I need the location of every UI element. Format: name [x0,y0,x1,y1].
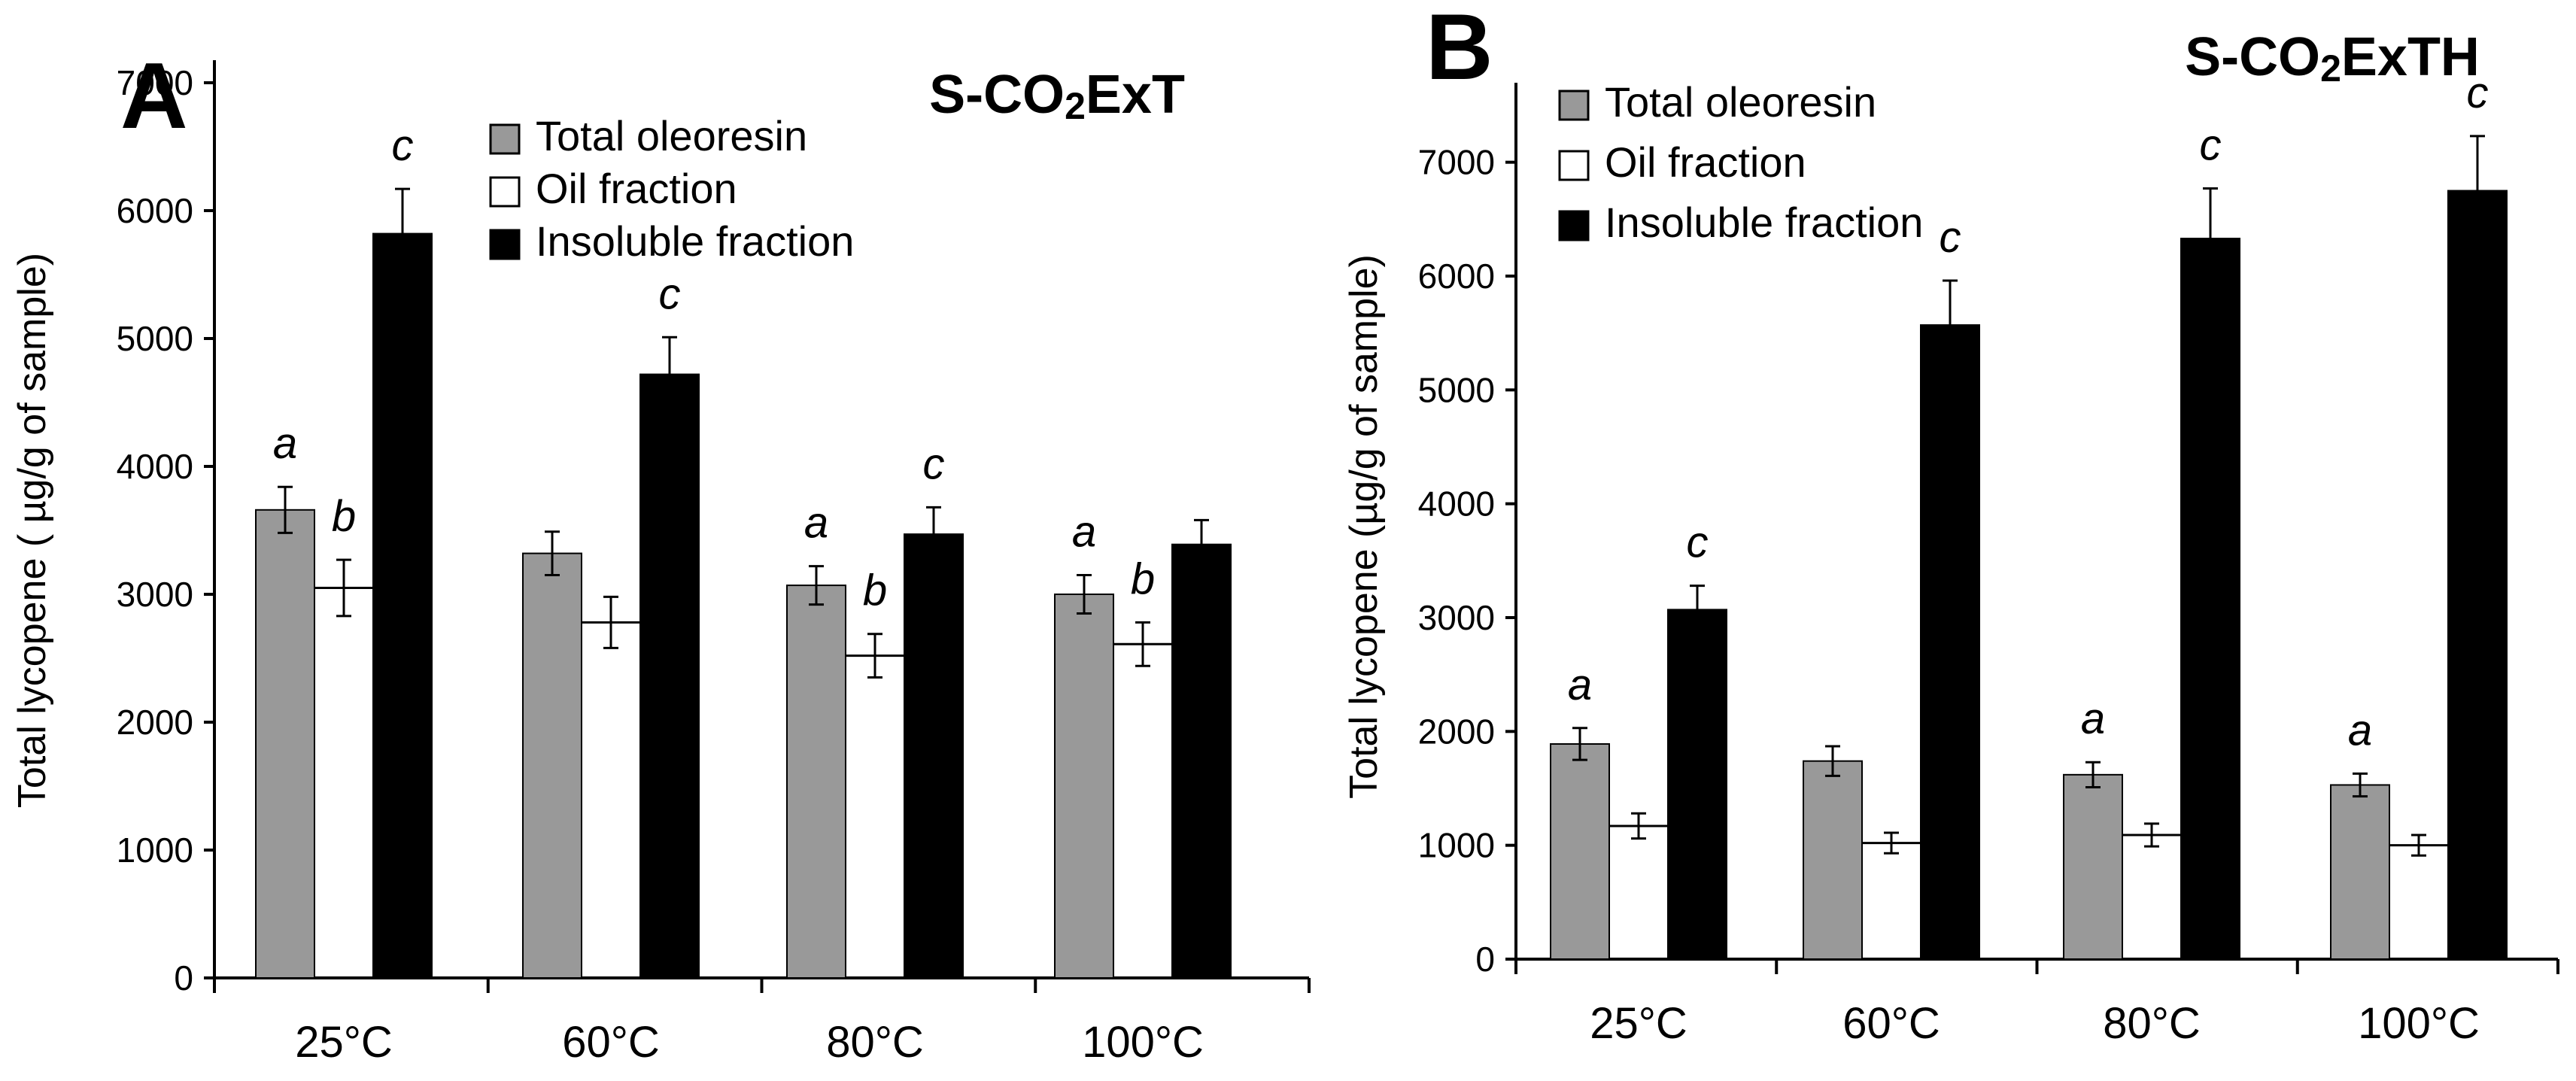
panel-a-y-tick-label: 4000 [117,447,193,486]
panel-a-y-tick-label: 5000 [117,319,193,358]
panel-b-bar-insoluble-fraction [2447,190,2508,960]
panel-b-significance-label: a [2081,694,2105,743]
panel-b-category-label: 25°C [1590,999,1687,1048]
panel-b-bar-total-oleoresin [2063,773,2123,960]
panel-a-legend-label: Insoluble fraction [536,217,854,265]
panel-a-y-tick-label: 3000 [117,575,193,614]
panel-a-significance-label: c [923,439,945,488]
panel-b-bar-total-oleoresin [2330,784,2390,960]
panel-a-bar-insoluble-fraction [372,232,433,979]
panel-a-significance-label: a [273,419,297,468]
panel-b-significance-label: c [1687,518,1709,567]
panel-a-y-tick-label: 7000 [117,63,193,102]
panel-b-legend-label: Oil fraction [1605,138,1806,186]
panel-b-significance-label: c [2200,120,2222,169]
panel-a-y-tick-label: 2000 [117,703,193,742]
panel-b-title: S-CO2ExTH [2185,27,2480,90]
panel-a-legend: Total oleoresin Oil fraction Insoluble fra… [489,112,854,265]
panel-b-y-tick-label: 5000 [1418,370,1495,409]
panel-b-bar-insoluble-fraction [2180,238,2240,960]
panel-b-y-tick-label: 3000 [1418,598,1495,637]
panel-b-y-tick-label: 2000 [1418,712,1495,751]
panel-a-significance-label: b [332,492,356,541]
panel-a-category-label: 80°C [826,1018,924,1067]
panel-b-letter: B [1426,0,1493,99]
panel-a-bar-total-oleoresin [522,552,582,979]
panel-b-y-tick-label: 7000 [1418,143,1495,182]
panel-a-legend-label: Oil fraction [536,165,737,212]
panel-a-legend-swatch [489,176,521,208]
panel-a-legend-swatch [489,229,521,260]
panel-b-category-label: 80°C [2103,999,2201,1048]
panel-b-bar-total-oleoresin [1550,742,1610,960]
panel-b: B S-CO2ExTH Total lycopene (µg/g of sample… [1342,0,2559,1048]
panel-b-significance-label: a [2348,706,2372,755]
panel-a-y-tick-label: 1000 [117,830,193,870]
panel-a-legend-swatch [489,123,521,155]
panel-b-bar-insoluble-fraction [1667,609,1727,960]
panel-a-bar-insoluble-fraction [639,373,700,979]
panel-b-legend-swatch [1558,210,1590,241]
panel-b-legend-swatch [1558,150,1590,181]
panel-a-bar-total-oleoresin [1054,594,1114,979]
panel-b-bar-total-oleoresin [1803,760,1863,960]
panel-a-significance-label: b [1131,554,1155,603]
panel-a-significance-label: b [863,566,887,615]
panel-b-bar-insoluble-fraction [1920,324,1980,961]
panel-a-significance-label: a [804,499,828,548]
panel-b-y-tick-label: 0 [1475,940,1495,979]
panel-a-significance-label: a [1072,508,1096,557]
panel-b-legend: Total oleoresin Oil fraction Insoluble fra… [1558,78,1923,246]
panel-a-bar-insoluble-fraction [1171,543,1232,979]
panel-a-y-tick-label: 0 [174,958,193,997]
panel-a-bar-total-oleoresin [255,509,315,979]
panel-b-legend-label: Total oleoresin [1605,78,1876,126]
panel-a-y-tick-label: 6000 [117,191,193,230]
panel-b-legend-label: Insoluble fraction [1605,199,1923,246]
panel-b-significance-label: c [2467,68,2489,117]
panel-a-y-axis-label: Total lycopene ( µg/g of sample) [11,253,54,808]
panel-a-bar-insoluble-fraction [904,533,964,979]
panel-b-significance-label: c [1940,213,1961,262]
panel-b-category-label: 60°C [1842,999,1940,1048]
panel-a-letter: A [120,44,188,148]
panel-a-category-label: 60°C [562,1018,660,1067]
panel-a-legend-label: Total oleoresin [536,112,807,159]
panel-a: A S-CO2ExT Total lycopene ( µg/g of sample… [11,44,1311,1067]
panel-b-y-tick-label: 6000 [1418,257,1495,296]
panel-a-significance-label: c [392,121,414,170]
panel-b-y-tick-label: 1000 [1418,826,1495,865]
panel-b-y-tick-label: 4000 [1418,484,1495,524]
panel-a-title: S-CO2ExT [929,65,1185,127]
panel-a-category-label: 100°C [1082,1018,1204,1067]
panel-a-bar-total-oleoresin [786,585,846,979]
panel-a-significance-label: c [659,269,681,318]
panel-a-category-label: 25°C [295,1018,393,1067]
panel-b-significance-label: a [1568,660,1592,709]
panel-b-category-label: 100°C [2358,999,2480,1048]
panel-b-legend-swatch [1558,90,1590,121]
panel-b-y-axis-label: Total lycopene (µg/g of sample) [1342,254,1386,799]
